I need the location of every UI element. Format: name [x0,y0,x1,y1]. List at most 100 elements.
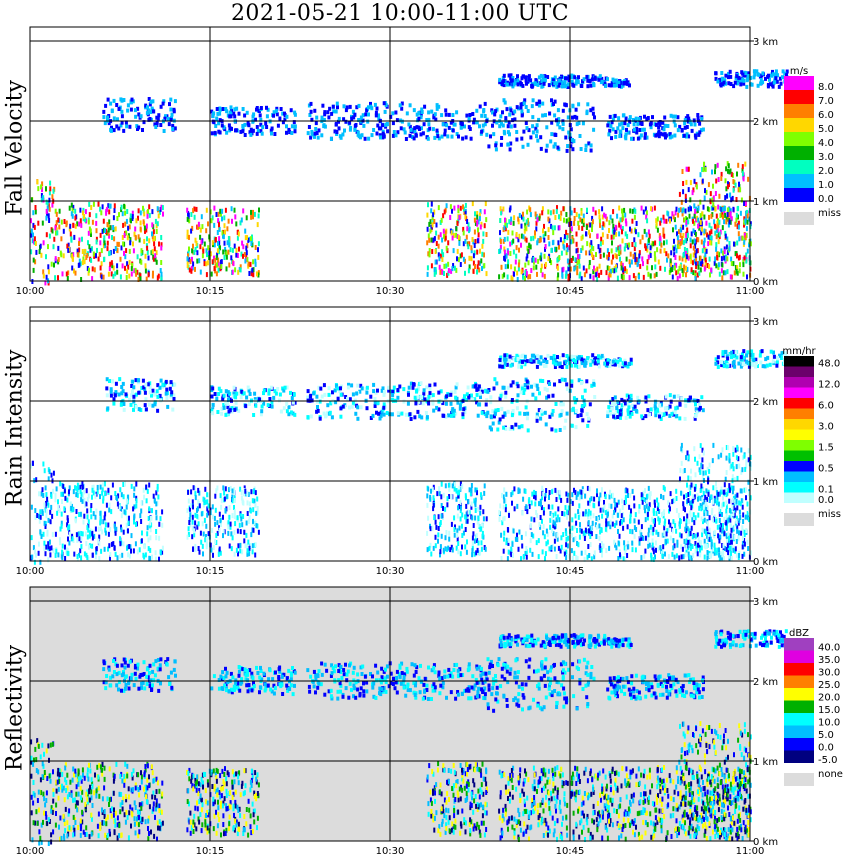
echo-cell [80,277,83,282]
echo-cell [464,210,467,216]
echo-cell [132,241,134,247]
echo-cell [143,225,146,231]
echo-cell [441,237,444,243]
echo-cell [443,128,447,133]
echo-cell [670,250,673,256]
echo-cell [385,122,389,127]
echo-cell [428,545,431,551]
echo-cell [732,84,736,89]
echo-cell [628,275,631,281]
echo-cell [578,364,582,369]
echo-cell [37,550,40,556]
echo-cell [92,490,95,496]
echo-cell [59,526,62,532]
echo-cell [451,113,455,117]
echo-cell [125,218,128,224]
echo-cell [159,123,163,127]
echo-cell [682,271,685,277]
echo-cell [447,268,450,274]
echo-cell [780,351,784,356]
echo-cell [392,385,396,390]
echo-cell [618,84,621,89]
echo-cell [88,244,91,250]
echo-cell [314,127,318,131]
echo-cell [484,389,488,394]
echo-cell [553,113,557,118]
echo-cell [537,103,541,108]
echo-cell [662,227,665,233]
echo-cell [693,213,696,219]
echo-cell [228,505,231,510]
echo-cell [680,224,683,230]
echo-cell [222,234,225,240]
echo-cell [779,356,783,360]
echo-cell [83,259,86,265]
echo-cell [781,69,785,74]
echo-cell [609,124,613,129]
echo-cell [700,117,704,121]
echo-cell [525,359,529,364]
echo-cell [575,397,579,402]
echo-cell [58,508,61,513]
echo-cell [61,499,63,504]
echo-cell [755,69,759,74]
echo-cell [732,261,735,267]
echo-cell [480,410,484,415]
echo-cell [99,526,102,532]
echo-cell [231,269,234,275]
echo-cell [446,134,450,139]
echo-cell [504,394,508,399]
echo-cell [646,218,649,224]
echo-cell [108,233,111,239]
echo-cell [149,527,152,533]
echo-cell [257,241,260,247]
echo-cell [80,491,83,497]
echo-cell [654,122,658,127]
echo-cell [744,161,747,167]
echo-cell [187,253,189,259]
echo-cell [86,525,89,531]
echo-cell [462,226,465,232]
echo-cell [600,353,604,358]
echo-cell [536,138,540,143]
echo-cell [138,547,141,553]
echo-cell [133,519,135,525]
echo-cell [413,129,417,133]
echo-cell [104,511,107,517]
echo-cell [581,79,584,84]
echo-cell [584,361,588,366]
echo-cell [611,218,614,224]
echo-cell [530,104,534,109]
echo-cell [736,253,738,259]
echo-cell [423,397,427,402]
echo-cell [673,265,676,271]
echo-cell [224,412,228,417]
echo-cell [704,252,707,258]
echo-cell [127,520,130,526]
echo-cell [35,249,38,255]
echo-cell [679,207,682,213]
echo-cell [449,392,453,397]
echo-cell [483,209,486,215]
echo-cell [245,253,248,259]
echo-cell [123,250,125,256]
echo-cell [480,129,484,134]
echo-cell [725,244,728,250]
echo-cell [162,129,166,133]
echo-cell [698,225,701,231]
echo-cell [501,82,504,87]
echo-cell [503,249,506,255]
echo-cell [527,260,530,266]
echo-cell [88,533,91,539]
echo-cell [116,248,119,254]
echo-cell [251,128,255,133]
echo-cell [39,529,42,535]
echo-cell [492,414,496,419]
echo-cell [496,427,500,432]
echo-cell [491,110,494,115]
echo-cell [244,404,248,409]
echo-cell [45,186,47,192]
echo-cell [346,385,350,390]
echo-cell [157,213,160,219]
echo-cell [697,217,700,223]
